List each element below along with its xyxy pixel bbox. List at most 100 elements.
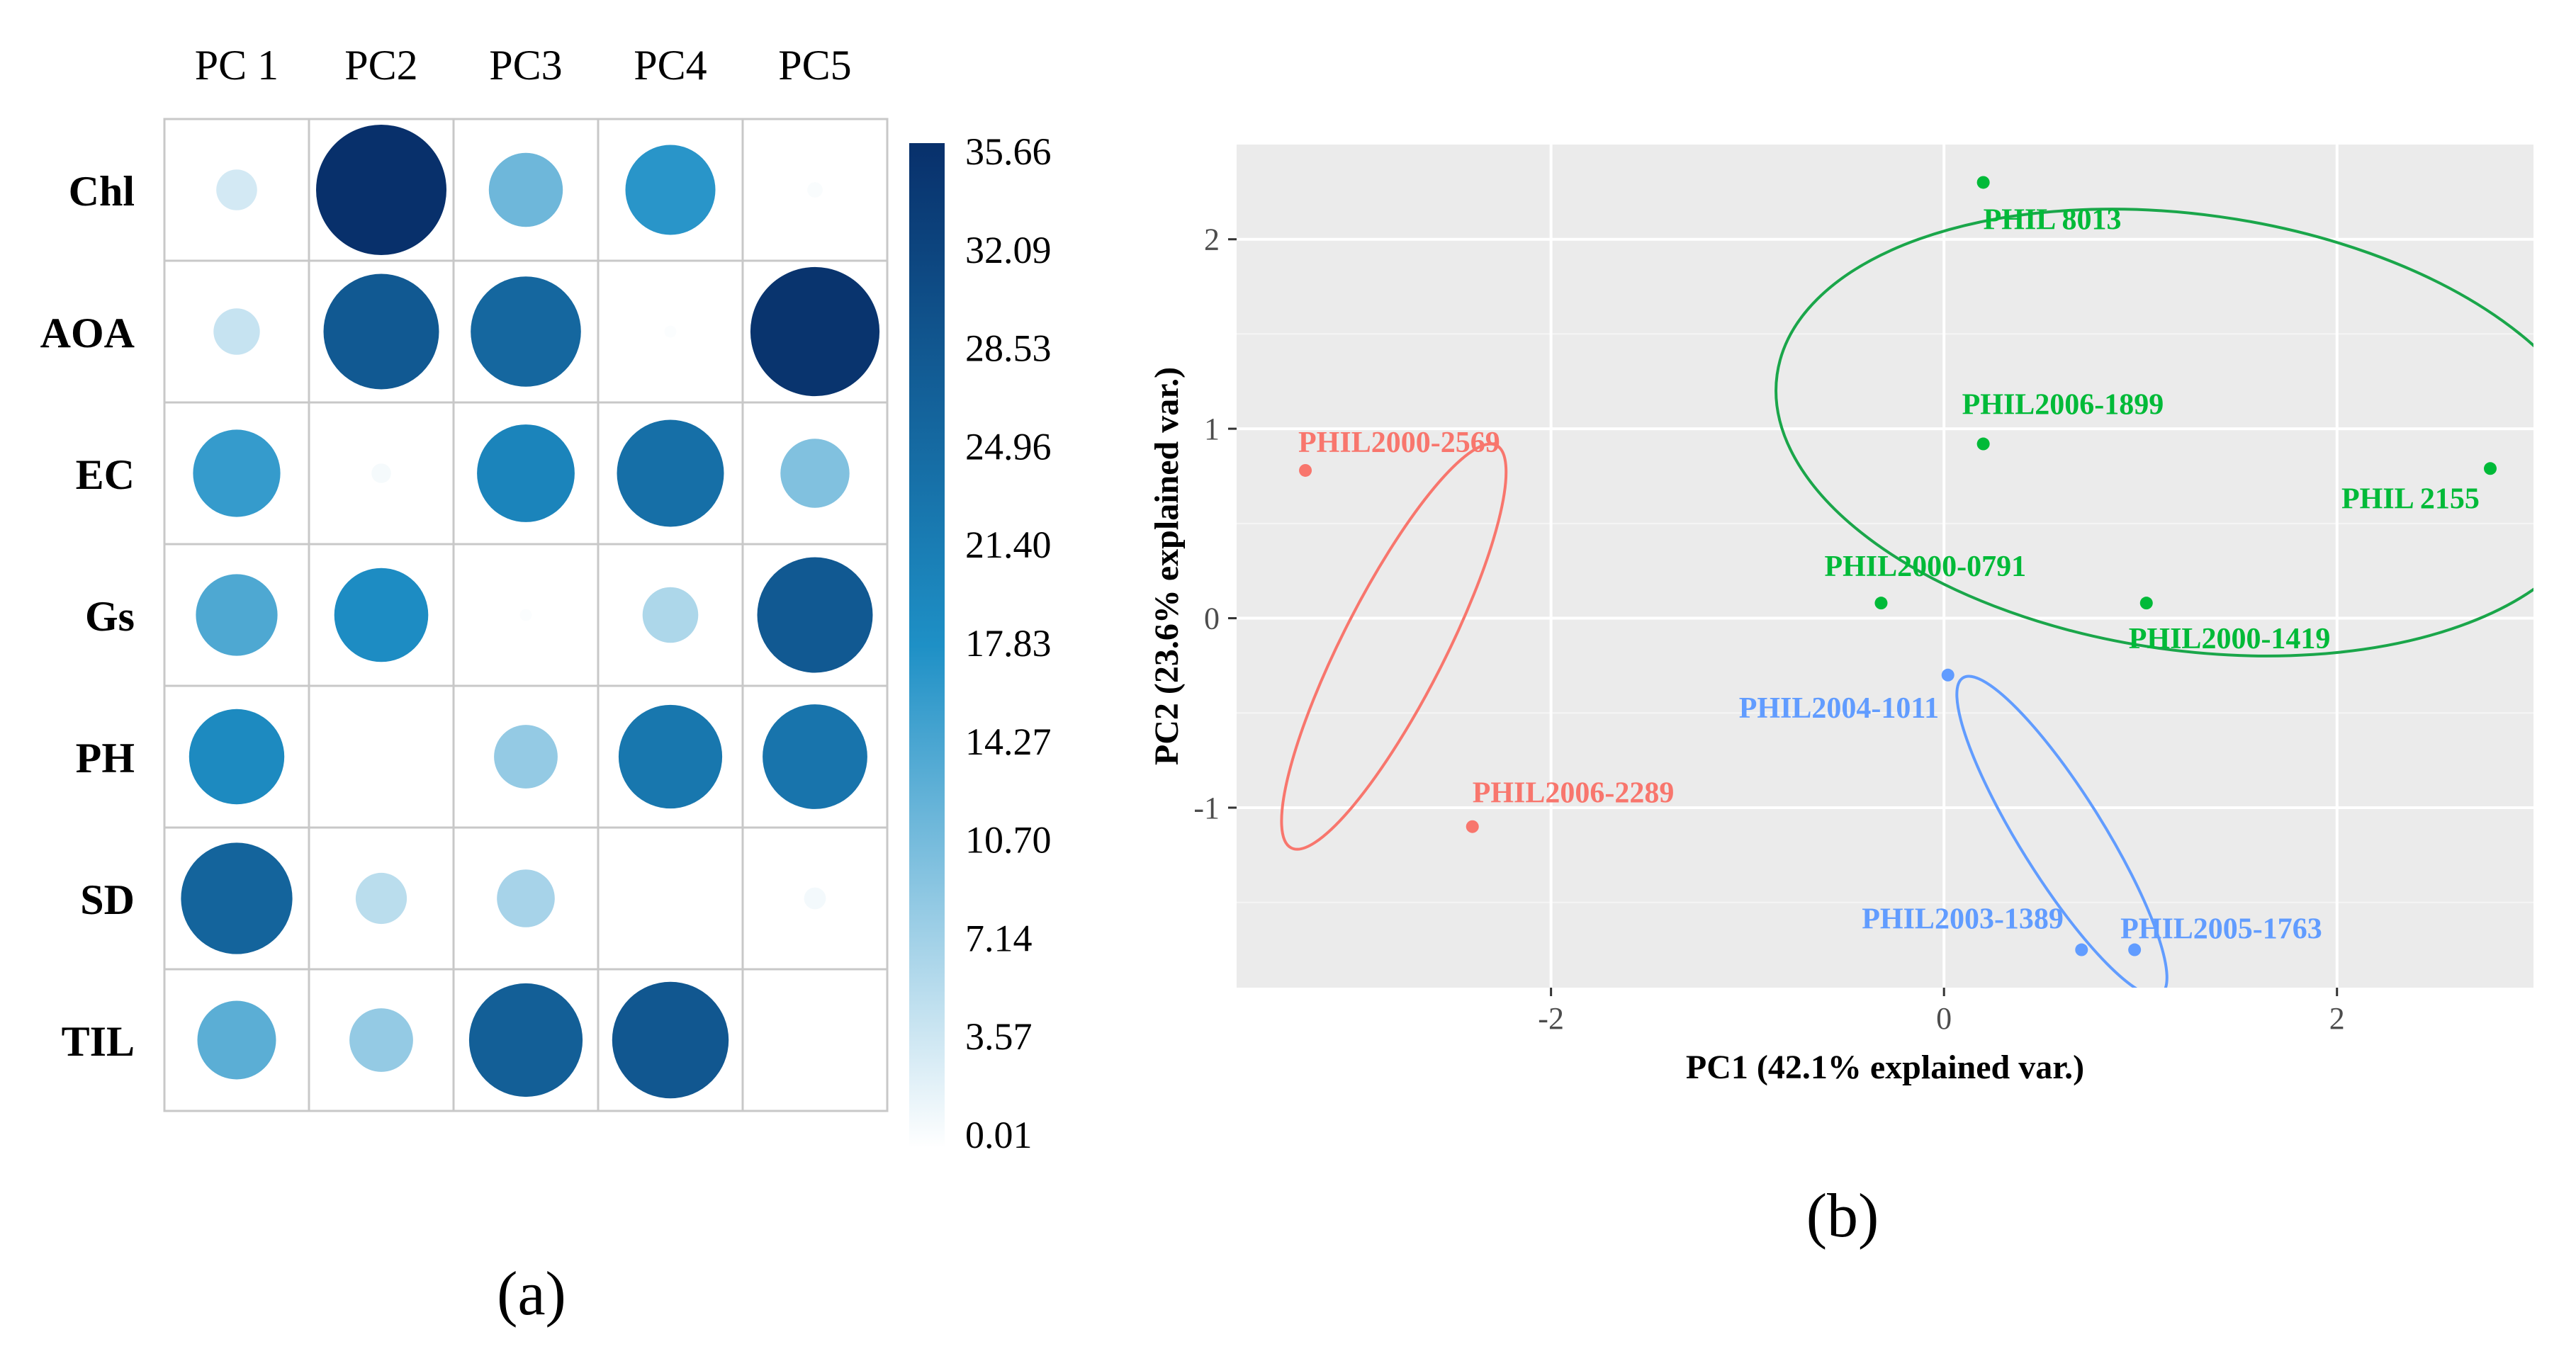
point-label: PHIL2006-2289	[1473, 777, 1675, 810]
colorbar-tick-label: 32.09	[965, 229, 1052, 271]
heatmap-circle	[316, 125, 446, 255]
column-labels: PC 1 PC2 PC3 PC4 PC5	[195, 42, 852, 89]
heatmap-circle	[349, 1008, 413, 1072]
group-ellipses	[1280, 208, 2533, 988]
column-label: PC 1	[195, 42, 279, 89]
point-label: PHIL2004-1011	[1739, 692, 1939, 725]
data-points	[1299, 176, 2497, 956]
panel-a-heatmap: PC 1 PC2 PC3 PC4 PC5 Chl AOA EC Gs PH SD TIL 35.66…	[40, 42, 1052, 1328]
panel-a-label: (a)	[497, 1260, 566, 1328]
heatmap-circle	[664, 325, 677, 338]
x-tick-label: 0	[1936, 1001, 1952, 1036]
heatmap-circles	[181, 125, 880, 1099]
point-labels: PHIL2000-2569 PHIL2006-2289 PHIL 8013 PHIL2…	[1298, 203, 2480, 945]
heatmap-circle	[216, 169, 257, 210]
colorbar-gradient	[909, 143, 945, 1148]
heatmap-cell	[308, 684, 455, 829]
data-point	[1466, 820, 1479, 833]
group-ellipse	[1280, 442, 1508, 851]
colorbar-tick-label: 10.70	[965, 819, 1052, 862]
row-labels: Chl AOA EC Gs PH SD TIL	[40, 168, 135, 1065]
colorbar-tick-label: 28.53	[965, 327, 1052, 370]
point-label: PHIL2000-0791	[1824, 551, 2026, 583]
colorbar-tick-labels: 35.66 32.09 28.53 24.96 21.40 17.83 14.27 10.70…	[965, 130, 1052, 1156]
colorbar	[909, 143, 945, 1148]
point-label: PHIL2000-2569	[1298, 427, 1500, 459]
data-point	[1976, 176, 1990, 189]
group-ellipse	[1774, 208, 2533, 657]
heatmap-circle	[807, 182, 823, 198]
group-ellipse	[1955, 674, 2169, 988]
row-label: TIL	[62, 1018, 135, 1065]
heatmap-circle	[193, 429, 281, 517]
column-label: PC3	[489, 42, 562, 89]
data-point	[2484, 462, 2497, 475]
colorbar-tick-label: 14.27	[965, 721, 1052, 763]
heatmap-cell	[597, 826, 744, 971]
column-label: PC4	[634, 42, 707, 89]
data-point	[1874, 597, 1888, 610]
y-tick-label: 2	[1204, 222, 1220, 257]
heatmap-cell	[741, 401, 889, 546]
heatmap-circle	[477, 424, 575, 522]
y-axis-label: PC2 (23.6% explained var.)	[1148, 367, 1186, 765]
heatmap-circle	[488, 152, 563, 227]
heatmap-circle	[625, 145, 716, 235]
heatmap-circle	[750, 266, 880, 397]
heatmap-circle	[617, 419, 724, 527]
colorbar-tick-label: 3.57	[965, 1015, 1033, 1058]
data-point	[1299, 463, 1312, 477]
column-label: PC2	[344, 42, 417, 89]
heatmap-circle	[213, 308, 260, 355]
heatmap-circle	[612, 981, 729, 1099]
heatmap-circle	[618, 704, 723, 809]
heatmap-circle	[371, 463, 391, 483]
y-tick-label: 1	[1204, 412, 1220, 446]
heatmap-cell	[741, 968, 889, 1112]
point-label: PHIL2006-1899	[1962, 389, 2164, 422]
colorbar-tick-label: 7.14	[965, 917, 1033, 959]
point-label: PHIL 8013	[1984, 203, 2122, 236]
axis-ticks: -2 0 2 -1 0 1 2	[1193, 222, 2344, 1036]
row-label: SD	[80, 876, 135, 923]
heatmap-circle	[334, 568, 429, 662]
point-label: PHIL2005-1763	[2120, 913, 2322, 946]
data-point	[1941, 668, 1955, 682]
panel-b-pca-scatter: PHIL2000-2569 PHIL2006-2289 PHIL 8013 PHIL2…	[1148, 145, 2533, 1251]
heatmap-circle	[196, 574, 278, 656]
data-point	[1976, 437, 1990, 451]
y-tick-label: 0	[1204, 602, 1220, 636]
row-label: Gs	[85, 593, 135, 640]
colorbar-tick-label: 21.40	[965, 524, 1052, 566]
heatmap-circle	[355, 872, 407, 925]
colorbar-tick-label: 17.83	[965, 622, 1052, 665]
heatmap-circle	[497, 869, 555, 927]
heatmap-circle	[519, 609, 532, 621]
heatmap-circle	[804, 887, 826, 910]
data-point	[2075, 943, 2088, 956]
column-label: PC5	[778, 42, 851, 89]
panel-b-label: (b)	[1806, 1182, 1879, 1251]
plot-background	[1237, 145, 2533, 988]
y-tick-label: -1	[1193, 791, 1220, 825]
heatmap-circle	[323, 273, 439, 390]
x-tick-label: -2	[1538, 1001, 1564, 1036]
heatmap-circle	[197, 1000, 276, 1080]
heatmap-circle	[468, 983, 583, 1097]
x-tick-label: 2	[2329, 1001, 2345, 1036]
heatmap-circle	[189, 709, 285, 805]
point-label: PHIL 2155	[2341, 482, 2480, 515]
point-label: PHIL2003-1389	[1862, 903, 2064, 936]
heatmap-circle	[471, 276, 581, 387]
heatmap-circle	[780, 439, 850, 508]
x-axis-label: PC1 (42.1% explained var.)	[1686, 1049, 2084, 1086]
gridlines	[1237, 145, 2533, 988]
data-point	[2128, 943, 2142, 956]
point-label: PHIL2000-1419	[2129, 623, 2331, 655]
heatmap-circle	[763, 704, 867, 809]
heatmap-circle	[757, 557, 873, 673]
row-label: EC	[76, 451, 135, 498]
heatmap-circle	[494, 725, 558, 789]
colorbar-tick-label: 24.96	[965, 425, 1052, 468]
